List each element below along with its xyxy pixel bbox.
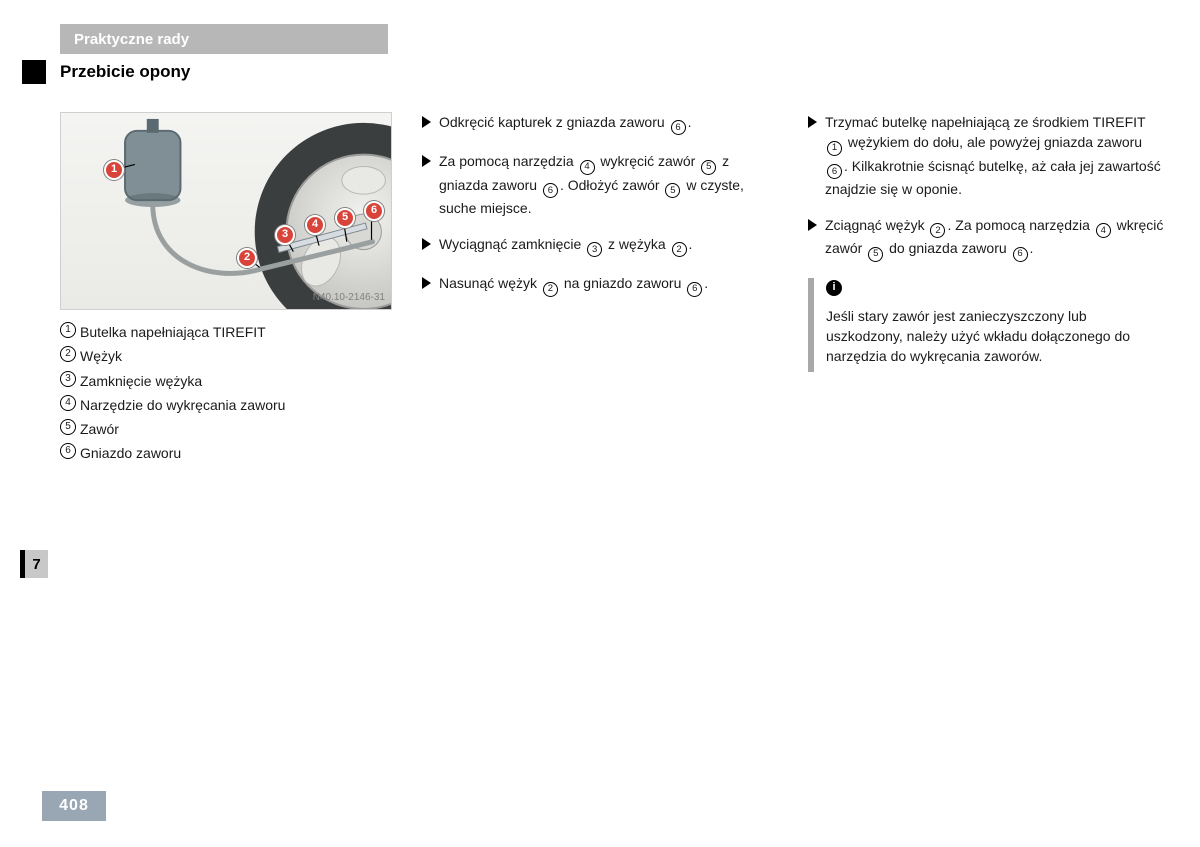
legend-marker: 3 xyxy=(60,371,76,387)
inline-reference-marker: 5 xyxy=(701,160,716,175)
inline-reference-marker: 4 xyxy=(1096,223,1111,238)
step-text: Wyciągnąć zamknięcie 3 z wężyka 2. xyxy=(439,234,778,257)
diagram-callout-2: 2 xyxy=(237,248,257,268)
legend-row: 2Wężyk xyxy=(60,346,392,366)
info-note-text: Jeśli stary zawór jest zanieczyszczony l… xyxy=(826,306,1164,367)
diagram-callout-4: 4 xyxy=(305,215,325,235)
step-text: Nasunąć wężyk 2 na gniazdo zaworu 6. xyxy=(439,273,778,296)
diagram-legend: 1Butelka napełniająca TIREFIT2Wężyk3Zamk… xyxy=(60,322,392,464)
header-band: Praktyczne rady xyxy=(60,24,388,54)
diagram-callout-3: 3 xyxy=(275,225,295,245)
header-band-title: Praktyczne rady xyxy=(74,31,189,48)
legend-row: 4Narzędzie do wykręcania zaworu xyxy=(60,395,392,415)
step-bullet-icon xyxy=(808,116,817,128)
diagram-callout-1: 1 xyxy=(104,160,124,180)
legend-label: Wężyk xyxy=(80,346,122,366)
page-number: 408 xyxy=(59,797,89,815)
legend-row: 6Gniazdo zaworu xyxy=(60,443,392,463)
legend-row: 5Zawór xyxy=(60,419,392,439)
diagram-tirefit: 1 23456 N40.10-2146-31 xyxy=(60,112,392,310)
inline-reference-marker: 6 xyxy=(687,282,702,297)
chapter-tab: 7 xyxy=(20,550,48,578)
legend-label: Gniazdo zaworu xyxy=(80,443,181,463)
step-bullet-icon xyxy=(422,277,431,289)
step-text: Zciągnąć wężyk 2. Za pomocą narzędzia 4 … xyxy=(825,215,1164,262)
inline-reference-marker: 6 xyxy=(1013,247,1028,262)
legend-marker: 5 xyxy=(60,419,76,435)
instruction-step: Wyciągnąć zamknięcie 3 z wężyka 2. xyxy=(422,234,778,257)
info-note-box: i Jeśli stary zawór jest zanieczyszczony… xyxy=(808,278,1164,373)
inline-reference-marker: 4 xyxy=(580,160,595,175)
info-note-bar xyxy=(808,278,814,373)
legend-marker: 6 xyxy=(60,443,76,459)
inline-reference-marker: 2 xyxy=(672,242,687,257)
section-marker-square xyxy=(22,60,46,84)
legend-marker: 4 xyxy=(60,395,76,411)
inline-reference-marker: 2 xyxy=(543,282,558,297)
instruction-step: Trzymać butelkę napełniającą ze środkiem… xyxy=(808,112,1164,199)
page-number-badge: 408 xyxy=(42,791,106,821)
diagram-callout-6: 6 xyxy=(364,201,384,221)
step-bullet-icon xyxy=(808,219,817,231)
inline-reference-marker: 3 xyxy=(587,242,602,257)
inline-reference-marker: 6 xyxy=(543,183,558,198)
diagram-bottle xyxy=(125,119,180,207)
instruction-step: Nasunąć wężyk 2 na gniazdo zaworu 6. xyxy=(422,273,778,296)
step-bullet-icon xyxy=(422,116,431,128)
page-subtitle: Przebicie opony xyxy=(60,62,190,82)
inline-reference-marker: 6 xyxy=(671,120,686,135)
legend-row: 1Butelka napełniająca TIREFIT xyxy=(60,322,392,342)
inline-reference-marker: 5 xyxy=(868,247,883,262)
column-1: 123456 N40.10-2146-31 1Butelka napełniaj… xyxy=(60,112,392,468)
inline-reference-marker: 1 xyxy=(827,141,842,156)
column-2: Odkręcić kapturek z gniazda zaworu 6. Za … xyxy=(422,112,778,468)
instruction-step: Odkręcić kapturek z gniazda zaworu 6. xyxy=(422,112,778,135)
step-text: Trzymać butelkę napełniającą ze środkiem… xyxy=(825,112,1164,199)
info-icon: i xyxy=(826,280,842,296)
instruction-step: Zciągnąć wężyk 2. Za pomocą narzędzia 4 … xyxy=(808,215,1164,262)
inline-reference-marker: 2 xyxy=(930,223,945,238)
step-bullet-icon xyxy=(422,155,431,167)
legend-row: 3Zamknięcie wężyka xyxy=(60,371,392,391)
chapter-number: 7 xyxy=(32,556,40,573)
content-grid: 123456 N40.10-2146-31 1Butelka napełniaj… xyxy=(60,112,1152,468)
diagram-code: N40.10-2146-31 xyxy=(313,291,385,306)
step-text: Za pomocą narzędzia 4 wykręcić zawór 5 z… xyxy=(439,151,778,218)
step-bullet-icon xyxy=(422,238,431,250)
inline-reference-marker: 6 xyxy=(827,164,842,179)
legend-label: Narzędzie do wykręcania zaworu xyxy=(80,395,285,415)
instruction-step: Za pomocą narzędzia 4 wykręcić zawór 5 z… xyxy=(422,151,778,218)
legend-label: Zawór xyxy=(80,419,119,439)
legend-marker: 1 xyxy=(60,322,76,338)
diagram-callout-5: 5 xyxy=(335,208,355,228)
legend-label: Butelka napełniająca TIREFIT xyxy=(80,322,266,342)
column-3: Trzymać butelkę napełniającą ze środkiem… xyxy=(808,112,1164,468)
legend-marker: 2 xyxy=(60,346,76,362)
step-text: Odkręcić kapturek z gniazda zaworu 6. xyxy=(439,112,778,135)
legend-label: Zamknięcie wężyka xyxy=(80,371,202,391)
inline-reference-marker: 5 xyxy=(665,183,680,198)
